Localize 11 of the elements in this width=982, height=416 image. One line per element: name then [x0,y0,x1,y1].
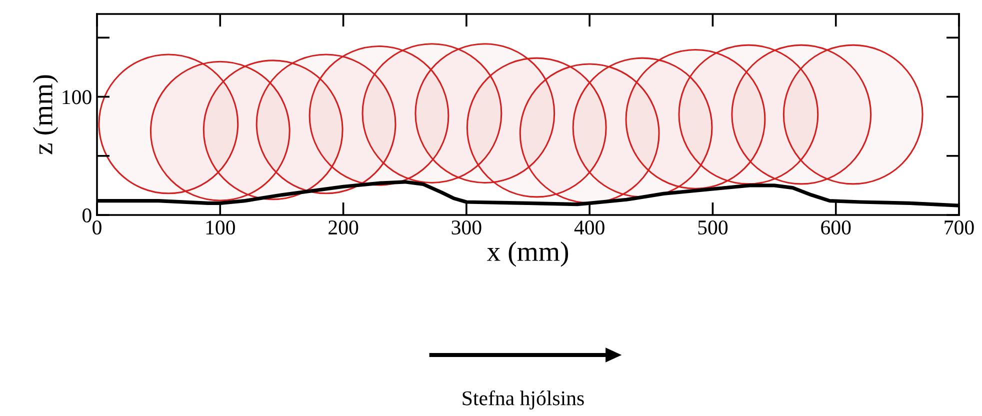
y-axis-title: z (mm) [32,75,58,154]
x-tick-label: 200 [328,220,358,235]
x-axis-title: x (mm) [486,242,568,267]
x-tick-label: 700 [944,220,974,235]
x-tick-label: 500 [698,220,728,235]
x-tick-label: 600 [821,220,851,235]
text: Stefna hjólsins [462,390,584,410]
x-tick-label: 400 [574,220,604,235]
x-tick-label: 0 [92,220,102,235]
x-tick-label: 300 [452,220,482,235]
x-tick-label: 100 [206,220,235,235]
